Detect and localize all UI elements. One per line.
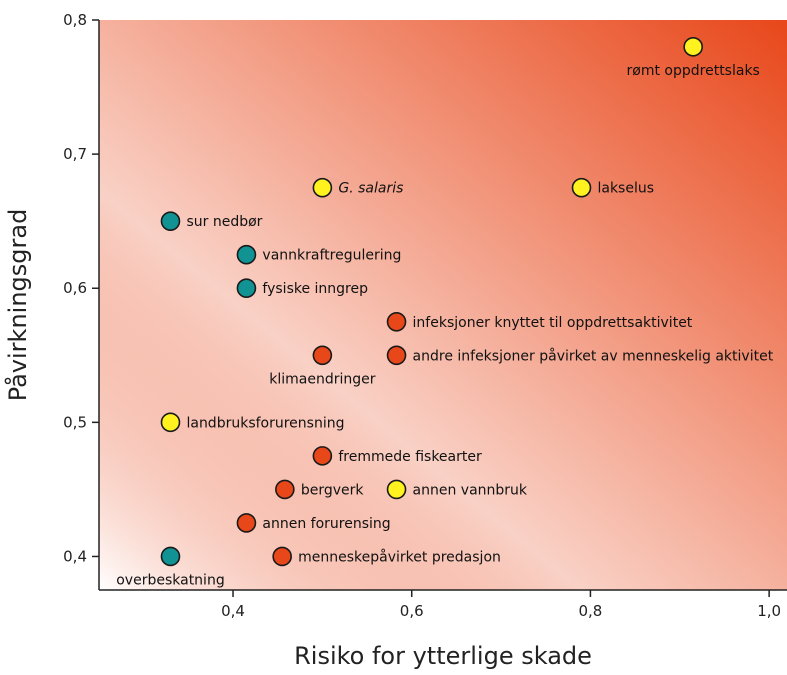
data-point: [571, 177, 592, 198]
y-tick-label: 0,7: [63, 145, 87, 163]
point-label: sur nedbør: [186, 214, 262, 230]
point-label: fysiske inngrep: [262, 281, 368, 297]
point-label: menneskepåvirket predasjon: [298, 548, 501, 565]
data-point: [683, 37, 703, 57]
point-label: lakselus: [597, 181, 654, 197]
y-tick-label: 0,8: [63, 11, 87, 29]
y-tick-label: 0,6: [63, 279, 87, 297]
point-label: infeksjoner knyttet til oppdrettsaktivit…: [413, 315, 693, 331]
point-label: rømt oppdrettslaks: [627, 63, 760, 79]
data-point: [236, 244, 257, 265]
point-label: landbruksforurensning: [186, 415, 344, 431]
x-tick-label: 0,8: [578, 602, 602, 620]
data-point: [236, 278, 257, 299]
x-tick-label: 1,0: [757, 602, 781, 620]
data-point: [160, 546, 181, 567]
point-label: klimaendringer: [269, 371, 375, 387]
y-axis-title: Påvirkningsgrad: [3, 209, 32, 402]
data-point: [236, 513, 257, 533]
point-label: G. salaris: [338, 181, 403, 197]
data-point: [312, 345, 333, 366]
data-point: [312, 177, 333, 198]
y-tick-label: 0,5: [63, 413, 87, 431]
data-point: [272, 546, 292, 567]
point-label: andre infeksjoner påvirket av menneskeli…: [413, 347, 774, 364]
point-label: annen vannbruk: [413, 482, 528, 498]
x-tick-label: 0,4: [221, 602, 245, 620]
data-point: [275, 479, 295, 500]
data-point: [160, 412, 181, 433]
point-label: annen forurensing: [262, 516, 390, 532]
data-point: [160, 211, 181, 231]
y-tick-label: 0,4: [63, 547, 87, 565]
data-point: [386, 311, 407, 332]
data-point: [312, 446, 333, 466]
plot-background: [99, 20, 787, 590]
point-label: overbeskatning: [116, 572, 224, 588]
point-label: bergverk: [301, 482, 365, 498]
axes: 0,4 0,5 0,6 0,7 0,8 0,4 0,6 0,8 1,0: [63, 11, 787, 620]
data-points: rømt oppdrettslaks G. salaris lakselus sur …: [116, 37, 774, 588]
data-point: [386, 479, 407, 500]
x-axis-title: Risiko for ytterlige skade: [294, 642, 592, 670]
point-label: fremmede fiskearter: [338, 449, 482, 465]
x-tick-label: 0,6: [400, 602, 424, 620]
point-label: vannkraftregulering: [262, 248, 401, 264]
data-point: [386, 345, 407, 366]
